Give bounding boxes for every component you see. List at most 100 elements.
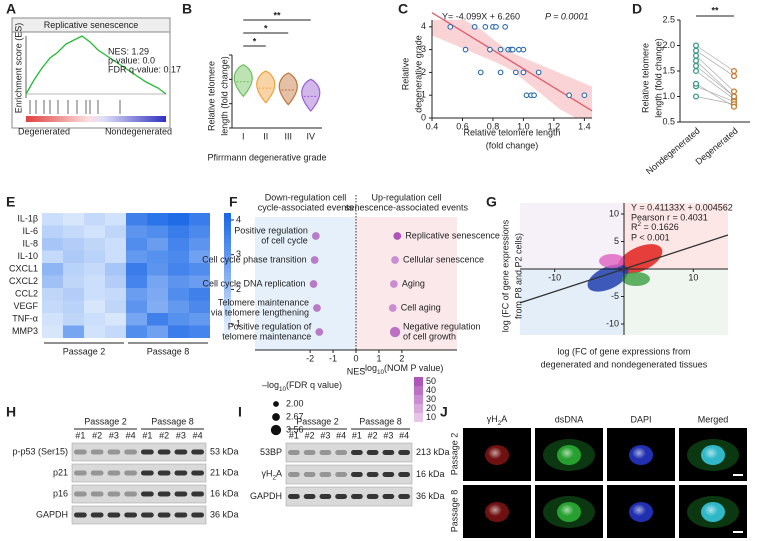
color-legend-title: –log10(NOM P value) (360, 363, 443, 376)
colorbar-step (224, 263, 231, 268)
colorbar-step (224, 325, 231, 331)
size-legend-dot (272, 413, 280, 421)
up-term: Negative regulation (403, 321, 481, 331)
blot-band (335, 450, 347, 455)
blot-band (90, 512, 104, 518)
panel-label: H (6, 404, 16, 420)
heatmap-cell (168, 263, 189, 276)
point (535, 69, 542, 76)
point (692, 42, 700, 49)
heatmap-cell (105, 250, 126, 263)
lane-label: #2 (305, 430, 315, 440)
colorbar-step (224, 313, 231, 318)
point (487, 46, 493, 53)
colorbar-step (224, 329, 231, 335)
lane-label: #1 (75, 430, 85, 440)
blot-strip (71, 505, 207, 525)
x-tick-label: 0 (353, 353, 358, 363)
pair-line (695, 85, 735, 102)
lane-label: #1 (142, 430, 152, 440)
blot-band (107, 491, 121, 497)
row-label: IL-8 (22, 239, 38, 249)
heatmap-cell (189, 213, 210, 226)
heatmap-cell (147, 238, 168, 251)
blot-strip (285, 442, 413, 463)
blot-band (74, 512, 87, 518)
text-part: A (276, 469, 282, 479)
nucleus-glow (632, 504, 646, 516)
significance-label: * (253, 36, 257, 46)
heatmap-cell (84, 250, 105, 263)
equation: Y= -4.099X + 6.260 (442, 11, 520, 21)
blot-band (107, 512, 121, 518)
blot-band (157, 470, 171, 476)
size-label: 53 kDa (210, 446, 239, 456)
heatmap-cell (147, 250, 168, 263)
point (692, 93, 700, 100)
heatmap-cell (189, 325, 210, 338)
panel-label: G (486, 194, 497, 210)
point (493, 23, 499, 30)
heatmap-cell (147, 275, 168, 288)
up-dot (388, 304, 397, 312)
blot-band (351, 472, 363, 477)
heatmap-cell (42, 313, 63, 326)
size-legend-label: 2.00 (286, 398, 304, 408)
pair-line (695, 55, 735, 92)
heatmap-cell (63, 263, 84, 276)
colorbar-step (224, 288, 231, 293)
row-label: p-p53 (Ser15) (12, 446, 68, 456)
panel-label: C (398, 1, 408, 17)
color-legend-swatch (414, 404, 423, 413)
down-term: Cell cycle phase transition (202, 254, 307, 264)
colorbar-step (224, 333, 231, 339)
up-term: Replicative senescence (405, 230, 500, 240)
pair-line (695, 45, 735, 72)
blot-band (124, 491, 137, 497)
heatmap-cell (84, 288, 105, 301)
x-tick-label: Nondegenerated (644, 126, 702, 177)
colorbar-step (224, 317, 231, 322)
heatmap-cell (42, 250, 63, 263)
size-legend-dot (270, 424, 282, 436)
blot-band (174, 512, 188, 518)
nucleus-glow (632, 447, 646, 459)
blot-band (382, 450, 395, 455)
text-part: R (631, 222, 638, 232)
subscript: 10 (377, 369, 385, 376)
heatmap-cell (105, 275, 126, 288)
heatmap-cell (147, 263, 168, 276)
heatmap-cell (189, 288, 210, 301)
row-label: GAPDH (36, 509, 68, 519)
colorbar-step (224, 246, 231, 251)
x-axis-label: Pfirrmann degenerative grade (207, 152, 326, 162)
blot-band (107, 449, 121, 455)
heatmap-cell (84, 275, 105, 288)
blot-strip (71, 442, 207, 462)
heatmap-cell (42, 263, 63, 276)
heatmap-cell (147, 300, 168, 313)
blot-band (124, 449, 137, 455)
colorbar-step (224, 271, 231, 276)
heatmap-cell (42, 325, 63, 338)
y-tick-label: 1.5 (662, 65, 675, 75)
subscript: 2 (272, 475, 276, 482)
size-legend-dot (273, 401, 279, 407)
size-label: 213 kDa (416, 447, 450, 457)
color-legend-swatch (414, 377, 423, 386)
blot-strip (71, 463, 207, 483)
up-term: Cell aging (401, 302, 441, 312)
lane-label: #4 (336, 430, 346, 440)
heatmap-cell (63, 250, 84, 263)
blot-band (141, 512, 154, 518)
violin (278, 72, 298, 106)
row-label: p16 (53, 488, 68, 498)
heatmap-cell (105, 225, 126, 238)
panel-label: D (632, 1, 642, 17)
pair-line (695, 65, 735, 97)
colorbar-step (224, 292, 231, 297)
heatmap-cell (126, 238, 147, 251)
down-dot (315, 328, 324, 336)
heatmap-cell (126, 250, 147, 263)
y-tick-label: 0 (421, 112, 426, 122)
